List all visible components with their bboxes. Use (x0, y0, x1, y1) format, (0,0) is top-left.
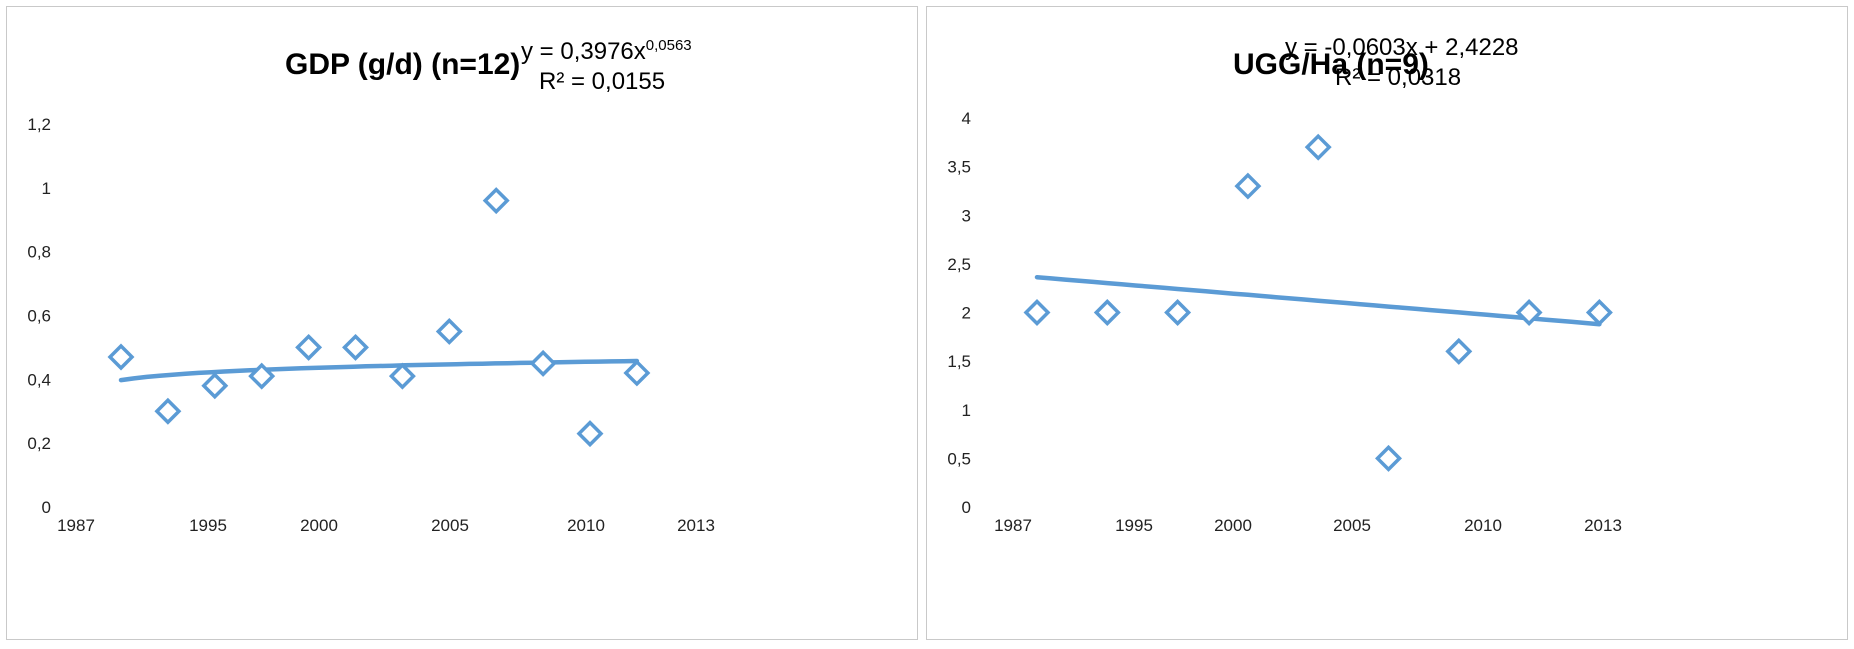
data-point-marker (576, 420, 604, 448)
y-tick-label: 0 (42, 498, 51, 517)
y-tick-label: 3,5 (947, 158, 971, 177)
x-tick-label: 2013 (677, 516, 715, 535)
y-tick-label: 2 (962, 304, 971, 323)
x-tick-label: 2005 (1333, 516, 1371, 535)
trendline (118, 358, 640, 383)
data-point-marker (201, 372, 229, 400)
y-tick-label: 1,2 (27, 115, 51, 134)
y-tick-label: 2,5 (947, 255, 971, 274)
y-tick-label: 0,2 (27, 434, 51, 453)
data-point-marker (1515, 299, 1543, 326)
x-tick-label: 2000 (300, 516, 338, 535)
y-tick-label: 0,8 (27, 243, 51, 262)
trendline-r2: R² = 0,0318 (1335, 64, 1461, 91)
data-point-marker (482, 187, 510, 215)
data-point-marker (342, 333, 369, 361)
data-point-marker (1164, 299, 1192, 326)
trendline-r2: R² = 0,0155 (539, 68, 665, 95)
data-point-marker (388, 362, 416, 390)
trendline-equation: y = 0,3976x0,0563 (521, 37, 692, 65)
trendline (1034, 274, 1602, 327)
x-tick-label: 1987 (994, 516, 1032, 535)
chart-ugg: UGG/Ha (n=9) y = -0,0603x + 2,4228 R² = … (947, 34, 1622, 535)
x-tick-label: 1995 (189, 516, 227, 535)
x-tick-label: 2000 (1214, 516, 1252, 535)
y-tick-label: 3 (962, 206, 971, 225)
chart-title: UGG/Ha (n=9) (1233, 48, 1429, 81)
x-tick-label: 2013 (1584, 516, 1622, 535)
data-point-marker (529, 349, 557, 377)
data-point-marker (1093, 299, 1121, 326)
y-tick-label: 1 (42, 179, 51, 198)
data-point-marker (435, 317, 463, 345)
data-point-marker (154, 397, 182, 425)
data-point-marker (623, 359, 651, 387)
x-tick-label: 1995 (1115, 516, 1153, 535)
y-tick-label: 0,6 (27, 307, 51, 326)
x-tick-label: 2010 (567, 516, 605, 535)
data-point-marker (1234, 172, 1262, 200)
y-tick-label: 1 (962, 401, 971, 420)
data-point-marker (1304, 133, 1332, 161)
y-tick-label: 0 (962, 498, 971, 517)
data-point-marker (1023, 299, 1051, 326)
data-point-marker (1585, 299, 1613, 326)
data-point-marker (248, 362, 276, 390)
chart-gdp: GDP (g/d) (n=12) y = 0,3976x0,0563 R² = … (27, 37, 715, 535)
y-tick-label: 0,4 (27, 370, 51, 389)
data-point-marker (1445, 337, 1473, 365)
x-tick-label: 2010 (1464, 516, 1502, 535)
data-point-marker (1375, 444, 1402, 472)
chart-title: GDP (g/d) (n=12) (285, 48, 520, 81)
x-tick-label: 2005 (431, 516, 469, 535)
trendline-equation: y = -0,0603x + 2,4228 (1285, 34, 1519, 61)
y-tick-label: 0,5 (947, 449, 971, 468)
chart-panel-gdp: GDP (g/d) (n=12) y = 0,3976x0,0563 R² = … (6, 6, 918, 640)
data-point-marker (295, 333, 323, 361)
x-tick-label: 1987 (57, 516, 95, 535)
trendline-equation-main: y = 0,3976x (521, 38, 646, 65)
y-tick-label: 4 (962, 109, 971, 128)
chart-panel-ugg: UGG/Ha (n=9) y = -0,0603x + 2,4228 R² = … (926, 6, 1848, 640)
y-tick-label: 1,5 (947, 352, 971, 371)
data-point-marker (107, 343, 135, 371)
trendline-equation-exponent: 0,0563 (646, 37, 692, 54)
